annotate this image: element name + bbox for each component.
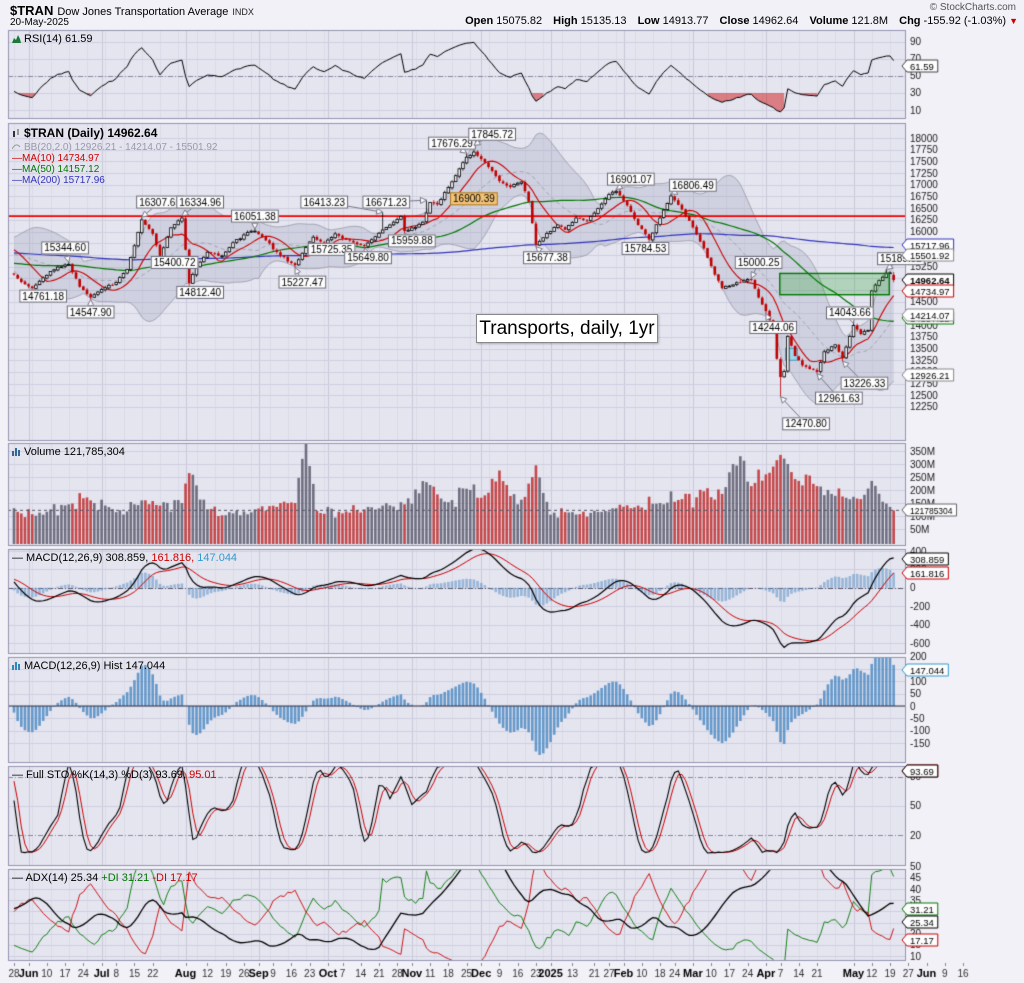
chg-label: Chg <box>899 15 921 27</box>
ma10-legend: —MA(10) 14734.97 <box>12 152 99 165</box>
open-label: Open <box>465 15 494 27</box>
symbol-name: Dow Jones Transportation Average <box>57 6 229 18</box>
exchange-label: INDX <box>232 7 254 17</box>
rsi-area-icon <box>12 34 21 46</box>
rsi-legend-text: RSI(14) 61.59 <box>24 33 93 45</box>
price-title-legend: $TRAN (Daily) 14962.64 <box>12 127 157 141</box>
adx-legend-text: +DI 31.21 <box>101 872 153 884</box>
rsi-legend: RSI(14) 61.59 <box>12 33 92 46</box>
volume-legend-text: Volume 121,785,304 <box>24 446 125 458</box>
ma50-legend: —MA(50) 14157.12 <box>12 163 99 176</box>
volume-value: 121.8M <box>851 15 889 27</box>
sto-legend: — Full STO %K(14,3) %D(3) 93.69, 95.01 <box>12 769 217 781</box>
symbol: $TRAN <box>10 3 54 18</box>
stockcharts-credit: © StockCharts.com <box>929 2 1016 13</box>
bollinger-legend: BB(20,2.0) 12926.21 - 14214.07 - 15501.9… <box>11 141 218 154</box>
chart-header: $TRAN Dow Jones Transportation Average IND… <box>10 2 254 20</box>
chart-date: 20-May-2025 <box>10 17 69 28</box>
high-label: High <box>553 15 578 27</box>
close-value: 14962.64 <box>752 15 799 27</box>
sto-legend-text: 95.01 <box>186 769 217 781</box>
macd-legend-text: 147.044 <box>194 552 238 564</box>
macd-legend-text: 161.816, <box>148 552 195 564</box>
bollinger-legend-text: BB(20,2.0) 12926.21 - 14214.07 - 15501.9… <box>24 142 218 153</box>
price-style-icon <box>12 129 21 141</box>
macd-hist-legend-text: MACD(12,26,9) Hist 147.044 <box>24 660 166 672</box>
macd-hist-legend: MACD(12,26,9) Hist 147.044 <box>12 660 165 673</box>
chart-note: Transports, daily, 1yr <box>476 314 658 343</box>
close-label: Close <box>719 15 750 27</box>
low-label: Low <box>637 15 660 27</box>
sto-legend-text: — Full STO %K(14,3) %D(3) 93.69, <box>12 769 187 781</box>
change-down-icon: ▼ <box>1009 16 1018 26</box>
macd-legend-text: — MACD(12,26,9) 308.859, <box>12 552 149 564</box>
price-title-legend-text: $TRAN (Daily) 14962.64 <box>24 126 158 140</box>
volume-bars-icon <box>12 447 21 459</box>
ma200-legend: —MA(200) 15717.96 <box>12 174 105 187</box>
open-value: 15075.82 <box>496 15 543 27</box>
high-value: 15135.13 <box>580 15 627 27</box>
adx-legend: — ADX(14) 25.34 +DI 31.21 -DI 17.17 <box>12 872 198 884</box>
chg-value: -155.92 (-1.03%) <box>923 15 1007 27</box>
volume-label: Volume <box>809 15 849 27</box>
ma200-legend-text: —MA(200) 15717.96 <box>12 175 105 186</box>
low-value: 14913.77 <box>662 15 709 27</box>
bollinger-icon <box>11 142 21 154</box>
adx-legend-text: -DI 17.17 <box>152 872 198 884</box>
volume-legend: Volume 121,785,304 <box>12 446 125 459</box>
adx-legend-text: — ADX(14) 25.34 <box>12 872 102 884</box>
hist-bars-icon <box>12 661 21 673</box>
quote-summary: Open 15075.82 High 15135.13 Low 14913.77 Cl… <box>457 15 1018 27</box>
macd-legend: — MACD(12,26,9) 308.859, 161.816, 147.04… <box>12 552 237 564</box>
ma10-legend-text: —MA(10) 14734.97 <box>12 153 100 164</box>
ma50-legend-text: —MA(50) 14157.12 <box>12 164 100 175</box>
